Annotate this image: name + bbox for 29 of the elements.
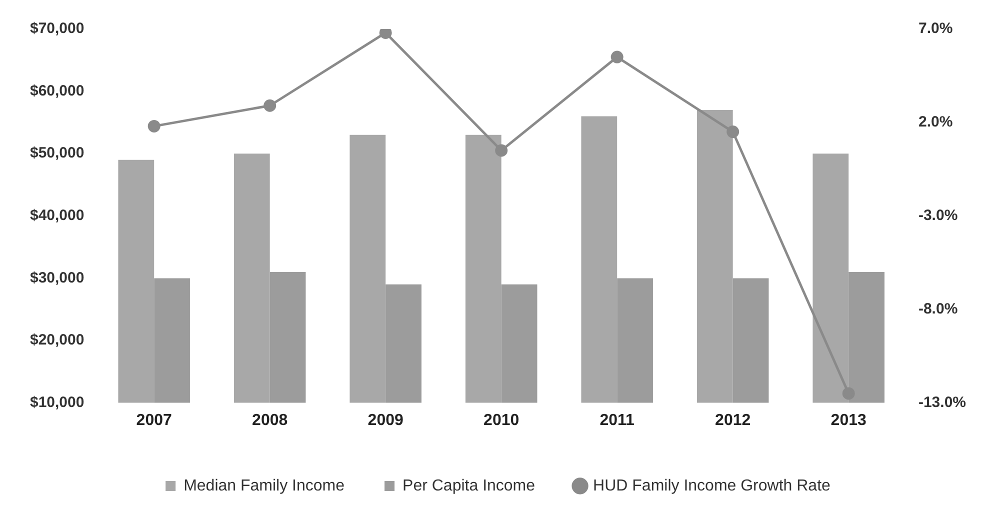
x-tick-label: 2010 <box>484 412 520 429</box>
point <box>148 120 160 132</box>
y-tick-label: $50,000 <box>30 144 84 162</box>
y-tick-label: $30,000 <box>30 269 84 286</box>
y-tick-label: $20,000 <box>30 332 84 349</box>
point <box>264 99 276 112</box>
x-tick-label: 2011 <box>600 412 635 429</box>
y-tick-label: $10,000 <box>30 394 84 411</box>
point <box>495 144 508 157</box>
y2-tick-label: -3.0% <box>918 207 958 224</box>
x-tick-label: 2007 <box>136 412 172 429</box>
y2-tick-label: 2.0% <box>918 114 953 131</box>
y-tick-label: $60,000 <box>30 82 84 100</box>
legend-label: Median Family Income <box>184 477 345 494</box>
x-tick-label: 2013 <box>830 412 866 429</box>
point <box>379 29 392 39</box>
y2-tick-label: 7.0% <box>918 20 953 38</box>
y-tick-label: $40,000 <box>30 207 84 224</box>
point <box>726 126 740 138</box>
x-tick-label: 2009 <box>368 412 404 429</box>
y-tick-label: $70,000 <box>30 20 84 38</box>
y2-tick-label: -13.0% <box>918 394 966 411</box>
legend-label: HUD Family Income Growth Rate <box>593 477 831 494</box>
x-tick-label: 2012 <box>715 412 751 429</box>
x-tick-label: 2008 <box>252 412 288 429</box>
y2-tick-label: -8.0% <box>918 300 958 318</box>
point <box>842 387 855 400</box>
legend-label: Per Capita Income <box>402 477 536 494</box>
point <box>610 50 624 64</box>
